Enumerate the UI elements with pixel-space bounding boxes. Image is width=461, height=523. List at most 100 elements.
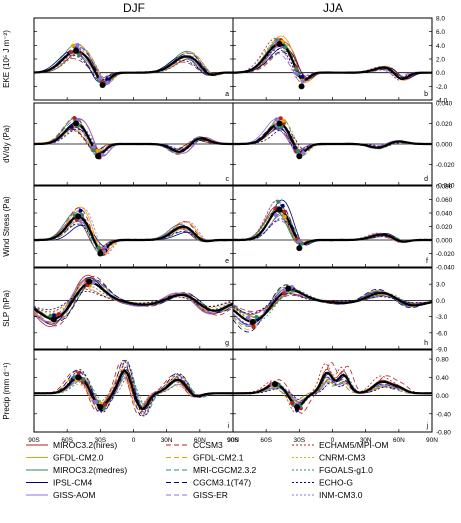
peak-marker — [297, 239, 302, 244]
series-line — [34, 49, 233, 84]
y-tick-label: -0.040 — [436, 183, 455, 190]
series-line — [34, 275, 233, 327]
x-tick-label: 30S — [95, 437, 107, 444]
legend-label: CGCM3.1(T47) — [193, 478, 251, 488]
ensemble-mean-line — [34, 122, 233, 155]
ensemble-mean-line — [34, 369, 233, 411]
series-line — [34, 278, 233, 324]
peak-marker — [91, 280, 96, 285]
ensemble-mean-line — [233, 208, 432, 245]
y-tick-label: -0.80 — [436, 430, 451, 437]
ensemble-mean-line — [34, 281, 233, 320]
y-axis-label: EKE (10⁵ J m⁻²) — [2, 30, 11, 88]
series-line — [233, 289, 432, 322]
y-tick-label: 4.0 — [436, 43, 445, 50]
panel-letter: j — [425, 423, 428, 430]
peak-marker — [274, 213, 279, 218]
series-line — [233, 128, 432, 151]
panel-d: d — [232, 102, 433, 186]
peak-marker — [77, 53, 82, 58]
y-tick-label: 8.0 — [436, 16, 445, 23]
y-tick-label: 3.0 — [436, 282, 445, 289]
y-axis-label: SLP (hPa) — [2, 290, 11, 327]
x-tick-label: 60S — [260, 437, 272, 444]
peak-marker — [282, 214, 287, 219]
y-tick-label: -9.0 — [436, 347, 448, 354]
panel-c: c — [33, 102, 234, 186]
legend-item: INM-CM3.0 — [292, 490, 363, 500]
series-line — [34, 279, 233, 323]
legend-item: CGCM3.1(T47) — [166, 478, 251, 488]
mean-peak-marker — [298, 83, 305, 90]
peak-marker — [51, 313, 56, 318]
series-line — [34, 278, 233, 323]
x-tick-label: 90N — [227, 437, 239, 444]
panel-letter: f — [426, 258, 428, 265]
panel-f: f — [232, 185, 433, 268]
ensemble-mean-line — [34, 49, 233, 84]
peak-marker — [274, 117, 279, 122]
panel-frame — [232, 267, 433, 350]
y-tick-label: 0.000 — [436, 142, 453, 149]
legend-item: MRI-CGCM2.3.2 — [166, 465, 257, 475]
mean-peak-marker — [285, 285, 292, 292]
mean-peak-marker — [276, 120, 283, 127]
peak-marker — [292, 145, 297, 150]
peak-marker — [301, 150, 306, 155]
peak-marker — [281, 118, 286, 123]
legend-item: FGOALS-g1.0 — [292, 465, 373, 475]
peak-marker — [48, 313, 53, 318]
mean-peak-marker — [276, 206, 283, 213]
series-line — [34, 373, 233, 408]
peak-marker — [300, 74, 305, 79]
peak-marker — [78, 218, 83, 223]
x-tick-label: 30N — [360, 437, 372, 444]
legend-label: CCSM3 — [193, 440, 223, 450]
x-tick-label: 90N — [426, 437, 438, 444]
ensemble-mean-line — [233, 288, 432, 323]
mean-peak-marker — [86, 278, 93, 285]
y-tick-label: 0.0 — [436, 70, 445, 77]
legend-item: CCSM3 — [166, 440, 223, 450]
peak-marker — [78, 208, 83, 213]
series-line — [233, 293, 432, 314]
x-tick-label: 90S — [28, 437, 40, 444]
y-tick-label: 0.020 — [436, 121, 453, 128]
legend-label: CNRM-CM3 — [319, 453, 366, 463]
legend-label: MRI-CGCM2.3.2 — [193, 465, 257, 475]
peak-marker — [105, 80, 110, 85]
legend-label: INM-CM3.0 — [319, 490, 363, 500]
panel-frame — [232, 185, 433, 268]
mean-peak-marker — [50, 316, 57, 323]
y-axis-label: Precip (mm d⁻¹) — [2, 362, 11, 419]
panel-b: b — [232, 17, 433, 101]
peak-marker — [105, 77, 110, 82]
x-tick-label: 60S — [61, 437, 73, 444]
peak-marker — [75, 43, 80, 48]
ensemble-mean-line — [34, 215, 233, 252]
mean-peak-marker — [276, 40, 283, 47]
panel-letter: d — [424, 176, 428, 183]
peak-marker — [278, 116, 283, 121]
panel-a: a — [33, 17, 234, 101]
panel-i: i — [33, 349, 234, 433]
y-tick-label: -6.0 — [436, 330, 448, 337]
legend-item: ECHAM5/MPI-OM — [292, 440, 388, 450]
series-line — [233, 362, 432, 413]
y-tick-label: -4.0 — [436, 98, 448, 105]
y-tick-label: -0.040 — [436, 265, 455, 272]
y-tick-label: 0.000 — [436, 238, 453, 245]
series-line — [233, 284, 432, 333]
legend-item: MIROC3.2(hires) — [26, 440, 117, 450]
x-tick-label: 0 — [132, 437, 136, 444]
x-tick-label: 90S — [227, 437, 239, 444]
mean-peak-marker — [75, 374, 82, 381]
series-line — [233, 51, 432, 79]
mean-peak-marker — [73, 47, 80, 54]
y-axis-label: Wind Stress (Pa) — [2, 196, 11, 257]
legend-item: CNRM-CM3 — [292, 453, 366, 463]
y-tick-label: 0.040 — [436, 101, 453, 108]
peak-marker — [282, 45, 287, 50]
